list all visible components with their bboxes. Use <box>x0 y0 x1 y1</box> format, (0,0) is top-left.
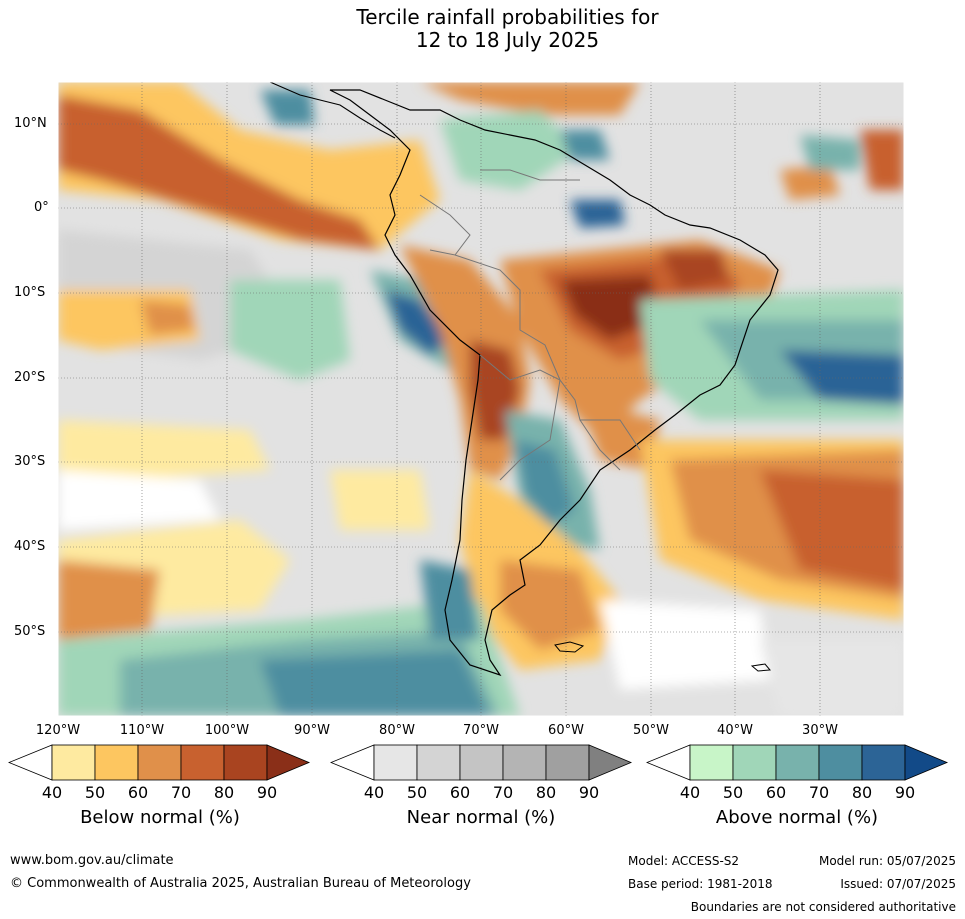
above-colorbar-tick: 60 <box>765 783 787 802</box>
above-colorbar-segment <box>861 744 906 781</box>
south-georgia <box>750 663 771 672</box>
below-colorbar-tick: 50 <box>84 783 106 802</box>
below-colorbar-tick: 70 <box>170 783 192 802</box>
above-colorbar-tick: 70 <box>808 783 830 802</box>
below-colorbar-tick: 40 <box>41 783 63 802</box>
above-normal-label: Above normal (%) <box>715 807 879 828</box>
below-colorbar-segment <box>223 744 268 781</box>
below-colorbar-arrow-high <box>266 744 311 781</box>
copyright-text: © Commonwealth of Australia 2025, Austra… <box>10 876 471 891</box>
probability-field <box>58 82 904 716</box>
lon-label-30w: 30°W <box>802 723 838 738</box>
near-colorbar-segment <box>459 744 504 781</box>
below-colorbar-tick: 90 <box>256 783 278 802</box>
lat-label-30s: 30°S <box>14 454 46 469</box>
near-colorbar-segment <box>416 744 461 781</box>
near-colorbar-tick: 60 <box>449 783 471 802</box>
central-america-coastline <box>269 82 396 139</box>
lon-label-100w: 100°W <box>204 723 250 738</box>
below-colorbar-tick: 60 <box>127 783 149 802</box>
below-normal-colorbar <box>8 744 311 781</box>
above-colorbar-arrow-high <box>904 744 949 781</box>
lat-label-10s: 10°S <box>14 285 46 300</box>
graticule <box>58 82 904 716</box>
near-colorbar-tick: 40 <box>363 783 385 802</box>
model-run-date: Model run: 05/07/2025 <box>818 854 956 868</box>
falkland-islands <box>554 641 585 653</box>
above-colorbar-tick: 50 <box>722 783 744 802</box>
below-normal-label: Below normal (%) <box>80 807 240 828</box>
above-colorbar-tick: 40 <box>679 783 701 802</box>
lon-label-90w: 90°W <box>294 723 330 738</box>
south-america-coastline <box>329 89 779 677</box>
country-borders <box>419 169 641 481</box>
title-line-1: Tercile rainfall probabilities for <box>356 5 659 29</box>
lon-label-70w: 70°W <box>463 723 499 738</box>
above-normal-colorbar <box>646 744 949 781</box>
below-colorbar-segment <box>51 744 96 781</box>
above-colorbar-segment <box>775 744 820 781</box>
lon-label-110w: 110°W <box>119 723 165 738</box>
above-colorbar-arrow-low <box>646 744 691 781</box>
lon-label-50w: 50°W <box>633 723 669 738</box>
below-colorbar-segment <box>137 744 182 781</box>
lat-label-10n: 10°N <box>14 116 47 131</box>
near-colorbar-tick: 70 <box>492 783 514 802</box>
boundaries-disclaimer: Boundaries are not considered authoritat… <box>690 900 956 914</box>
above-colorbar-segment <box>732 744 777 781</box>
below-colorbar-segment <box>94 744 139 781</box>
near-normal-colorbar <box>330 744 633 781</box>
below-colorbar-tick: 80 <box>213 783 235 802</box>
above-colorbar-tick: 90 <box>894 783 916 802</box>
near-normal-label: Near normal (%) <box>406 807 556 828</box>
website-link[interactable]: www.bom.gov.au/climate <box>10 853 174 868</box>
below-colorbar-segment <box>180 744 225 781</box>
lat-label-50s: 50°S <box>14 624 46 639</box>
above-colorbar-tick: 80 <box>851 783 873 802</box>
lon-label-40w: 40°W <box>717 723 753 738</box>
issued-date: Issued: 07/07/2025 <box>840 877 956 891</box>
near-colorbar-segment <box>373 744 418 781</box>
lon-label-80w: 80°W <box>379 723 415 738</box>
near-colorbar-segment <box>502 744 547 781</box>
above-colorbar-segment <box>818 744 863 781</box>
lon-label-120w: 120°W <box>35 723 81 738</box>
lat-label-40s: 40°S <box>14 539 46 554</box>
above-colorbar-segment <box>689 744 734 781</box>
near-colorbar-arrow-low <box>330 744 375 781</box>
below-colorbar-arrow-low <box>8 744 53 781</box>
model-name: Model: ACCESS-S2 <box>628 854 740 868</box>
near-colorbar-segment <box>545 744 590 781</box>
lon-label-60w: 60°W <box>548 723 584 738</box>
title-line-2: 12 to 18 July 2025 <box>415 28 600 52</box>
near-colorbar-tick: 90 <box>578 783 600 802</box>
near-colorbar-arrow-high <box>588 744 633 781</box>
lat-label-equator: 0° <box>34 200 49 215</box>
near-colorbar-tick: 50 <box>406 783 428 802</box>
lat-label-20s: 20°S <box>14 370 46 385</box>
near-colorbar-tick: 80 <box>535 783 557 802</box>
base-period: Base period: 1981-2018 <box>628 877 773 891</box>
